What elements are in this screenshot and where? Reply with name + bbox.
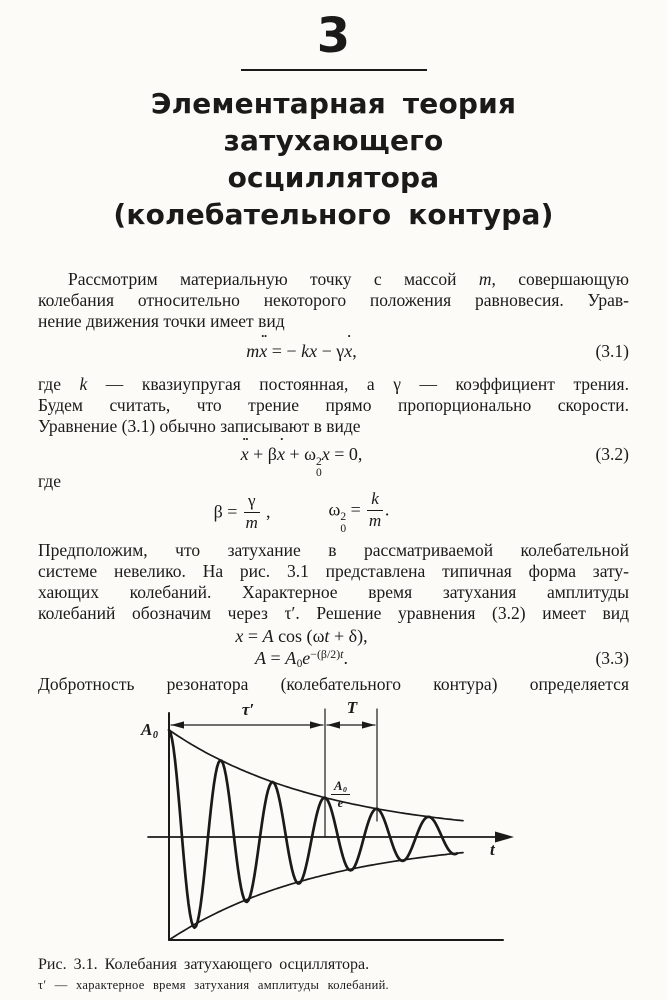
equation-3-1: mx ·· = − kx − γx ·, (3.1) — [38, 327, 629, 364]
text-line: колебания относительно некоторого положе… — [38, 290, 629, 310]
chapter-number: 3 — [316, 8, 351, 64]
text-line: системе невелико. На рис. 3.1 представле… — [38, 561, 629, 581]
amplitude-label: A0 — [141, 720, 158, 741]
title-line-2: осциллятора — [227, 161, 440, 194]
figure-3-1: A0 τ′ T A0 e t — [38, 699, 629, 947]
tau-arrowhead-left — [171, 721, 184, 729]
amplitude-over-e-label: A0 e — [331, 779, 350, 810]
paragraph-intro: Рассмотрим материальную точку с массой m… — [38, 269, 629, 332]
equation-body: x = A cos (ωt + δ), — [235, 626, 368, 646]
text-line: Добротность резонатора (колебательного к… — [38, 674, 629, 694]
t-axis-arrowhead — [495, 831, 514, 843]
title-line-3: (колебательного контура) — [113, 198, 554, 231]
equation-tag: (3.2) — [595, 444, 629, 464]
upper-envelope — [168, 729, 464, 822]
text-line: где — [38, 471, 61, 491]
text-line: хающих колебаний. Характерное время зату… — [38, 582, 629, 602]
text-line: где k — квазиупругая постоянная, а γ — к… — [38, 374, 629, 394]
figure-caption-note: τ′ — характерное время затухания амплиту… — [38, 978, 389, 992]
tau-prime-label: τ′ — [241, 700, 255, 719]
t-axis-label: t — [490, 840, 495, 859]
text-line: колебаний обозначим через τ′. Решение ур… — [38, 603, 629, 623]
paragraph-q-factor: Добротность резонатора (колебательного к… — [38, 674, 629, 695]
equation-body: mx ·· = − kx − γx ·, — [246, 327, 357, 361]
text-line: Будем считать, что трение прямо пропорци… — [38, 395, 629, 415]
equation-3-3-line-1: x = A cos (ωt + δ), — [38, 626, 629, 646]
damped-oscillation-chart — [147, 708, 514, 941]
title-line-1: Элементарная теория затухающего — [150, 87, 517, 157]
paragraph-friction: где k — квазиупругая постоянная, а γ — к… — [38, 374, 629, 437]
lower-envelope — [168, 851, 464, 941]
text-line: нение движения точки имеет вид — [38, 311, 285, 331]
text-line: Предположим, что затухание в рассматрива… — [38, 540, 629, 560]
paragraph-damping: Предположим, что затухание в рассматрива… — [38, 540, 629, 624]
equation-tag: (3.3) — [595, 648, 629, 668]
chapter-rule — [240, 69, 427, 71]
period-arrowhead-left — [327, 721, 340, 729]
paragraph-where: где — [38, 471, 629, 492]
period-label: T — [346, 698, 358, 717]
damped-curve — [167, 728, 459, 930]
equation-body: A = A0e−(β/2)t. — [255, 647, 348, 671]
equation-tag: (3.1) — [595, 341, 629, 361]
text-line: Рассмотрим материальную точку с массой m… — [68, 269, 630, 289]
period-arrowhead-right — [362, 721, 375, 729]
equation-3-3-line-2: A = A0e−(β/2)t. (3.3) — [38, 646, 629, 670]
text-line: Уравнение (3.1) обычно записывают в виде — [38, 416, 361, 436]
page-title: Элементарная теория затухающего осциллят… — [38, 85, 629, 233]
figure-caption: Рис. 3.1. Колебания затухающего осциллят… — [38, 956, 370, 973]
tau-arrowhead-right — [310, 721, 323, 729]
